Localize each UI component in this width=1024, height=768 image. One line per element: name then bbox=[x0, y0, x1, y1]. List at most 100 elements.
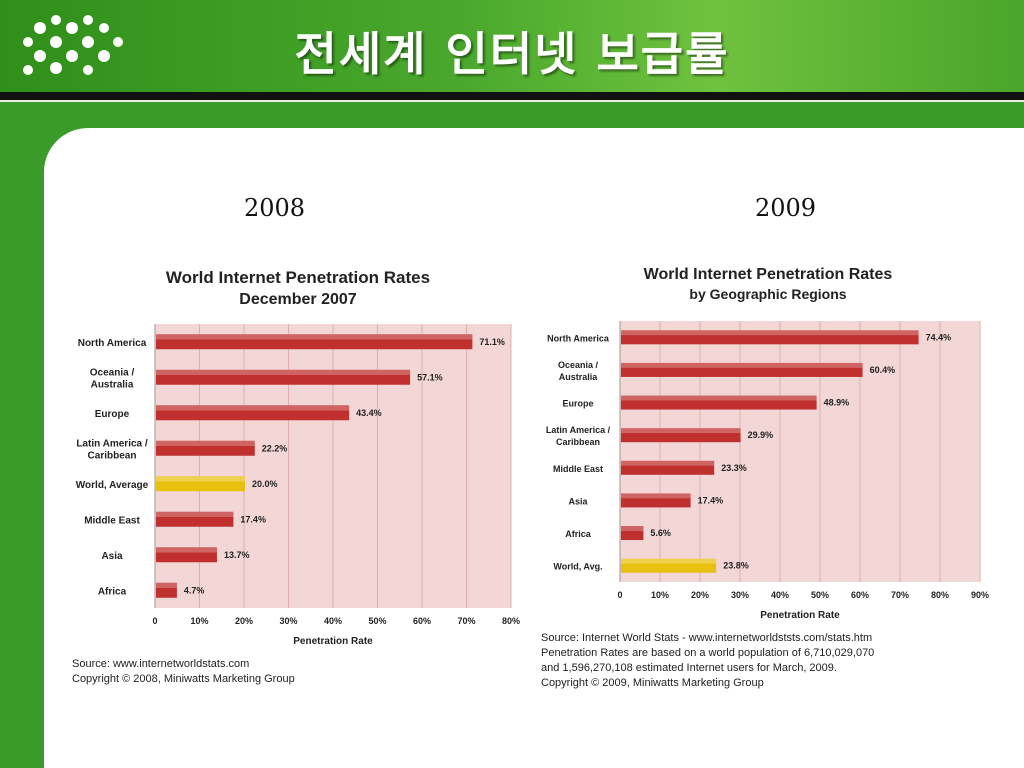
category-label-line: Europe bbox=[95, 409, 130, 420]
bar-sheen bbox=[156, 476, 245, 482]
data-label: 20.0% bbox=[252, 479, 278, 489]
chart-title: World Internet Penetration Rates bbox=[166, 268, 430, 287]
x-tick-label: 50% bbox=[368, 616, 386, 626]
bar bbox=[621, 493, 691, 508]
data-label: 43.4% bbox=[356, 408, 382, 418]
bar bbox=[621, 362, 863, 377]
bar bbox=[621, 330, 919, 345]
bar-sheen bbox=[156, 511, 234, 517]
bar-sheen bbox=[156, 440, 255, 446]
category-label-line: Oceania / bbox=[90, 367, 135, 378]
bar-highlight bbox=[621, 558, 717, 573]
x-tick-label: 0 bbox=[152, 616, 157, 626]
bar-sheen bbox=[156, 582, 177, 588]
category-label-line: Middle East bbox=[84, 515, 140, 526]
x-axis-label: Penetration Rate bbox=[293, 636, 373, 647]
bar-sheen bbox=[156, 369, 411, 375]
category-label-line: Australia bbox=[91, 379, 134, 390]
x-tick-label: 40% bbox=[324, 616, 342, 626]
category-label: Europe bbox=[95, 409, 130, 420]
bar-sheen bbox=[621, 526, 644, 531]
bar-sheen bbox=[156, 405, 350, 411]
bar bbox=[156, 440, 255, 456]
category-label: Latin America / Caribbean bbox=[76, 438, 148, 461]
population-note-line: Penetration Rates are based on a world p… bbox=[541, 647, 875, 659]
x-tick-label: 50% bbox=[811, 590, 829, 600]
source-line: Source: www.internetworldstats.com bbox=[72, 658, 250, 670]
data-label: 4.7% bbox=[184, 585, 205, 595]
bar-highlight bbox=[156, 476, 245, 492]
x-tick-label: 30% bbox=[279, 616, 297, 626]
x-tick-label: 40% bbox=[771, 590, 789, 600]
plot-area bbox=[620, 321, 980, 582]
category-label-line: North America bbox=[78, 338, 147, 349]
bar-sheen bbox=[621, 362, 863, 368]
category-label-line: Asia bbox=[101, 551, 123, 562]
data-label: 60.4% bbox=[870, 365, 896, 375]
category-label-line: Africa bbox=[565, 529, 592, 539]
category-label: World, Average bbox=[76, 480, 149, 491]
category-label-line: Caribbean bbox=[88, 450, 137, 461]
category-label: World, Avg. bbox=[553, 562, 602, 572]
category-label: Europe bbox=[562, 399, 593, 409]
x-axis-label: Penetration Rate bbox=[760, 610, 840, 621]
copyright-line: Copyright © 2009, Miniwatts Marketing Gr… bbox=[541, 677, 764, 689]
bar-sheen bbox=[156, 547, 217, 553]
category-label-line: Middle East bbox=[553, 464, 603, 474]
chart-subtitle: by Geographic Regions bbox=[689, 286, 846, 302]
category-label-line: Latin America / bbox=[546, 425, 611, 435]
category-label-line: Africa bbox=[98, 586, 127, 597]
bar bbox=[156, 547, 217, 563]
source-note-2009: Source: Internet World Stats - www.inter… bbox=[541, 631, 874, 691]
data-label: 23.8% bbox=[723, 561, 749, 571]
category-label: Oceania / Australia bbox=[90, 367, 135, 390]
header-divider bbox=[0, 92, 1024, 100]
category-label: North America bbox=[547, 333, 610, 343]
chart-subtitle: December 2007 bbox=[239, 291, 357, 308]
bar bbox=[156, 405, 350, 421]
category-label-line: Europe bbox=[562, 399, 593, 409]
bar-sheen bbox=[621, 558, 717, 564]
year-label-left: 2008 bbox=[244, 194, 306, 222]
category-label: Africa bbox=[98, 586, 127, 597]
data-label: 48.9% bbox=[824, 398, 850, 408]
category-label-line: Caribbean bbox=[556, 437, 600, 447]
category-label: Oceania / Australia bbox=[558, 360, 599, 382]
x-tick-label: 20% bbox=[235, 616, 253, 626]
logo-dots-icon bbox=[23, 15, 123, 75]
bar-sheen bbox=[621, 493, 691, 499]
category-label-line: Australia bbox=[559, 372, 599, 382]
x-tick-label: 20% bbox=[691, 590, 709, 600]
data-label: 57.1% bbox=[417, 372, 443, 382]
x-tick-label: 10% bbox=[190, 616, 208, 626]
data-label: 5.6% bbox=[650, 528, 671, 538]
x-tick-label: 60% bbox=[851, 590, 869, 600]
bar bbox=[156, 369, 411, 385]
data-label: 17.4% bbox=[240, 514, 266, 524]
data-label: 17.4% bbox=[698, 495, 724, 505]
category-label-line: World, Average bbox=[76, 480, 149, 491]
category-label: Middle East bbox=[84, 515, 140, 526]
source-note-2008: Source: www.internetworldstats.com Copyr… bbox=[72, 657, 295, 687]
bar-sheen bbox=[621, 395, 817, 401]
year-label-right: 2009 bbox=[755, 194, 817, 222]
chart-2008: World Internet Penetration Rates December… bbox=[76, 268, 520, 647]
bar-sheen bbox=[621, 428, 741, 434]
page-title: 전세계 인터넷 보급률 bbox=[294, 27, 730, 81]
header-divider-highlight bbox=[0, 100, 1024, 102]
x-tick-label: 30% bbox=[731, 590, 749, 600]
bar bbox=[156, 334, 473, 350]
copyright-line: Copyright © 2008, Miniwatts Marketing Gr… bbox=[72, 673, 295, 685]
bar-sheen bbox=[621, 460, 715, 466]
data-label: 13.7% bbox=[224, 550, 250, 560]
data-label: 71.1% bbox=[479, 337, 505, 347]
category-label: North America bbox=[78, 338, 147, 349]
slide-header bbox=[0, 0, 1024, 92]
x-tick-label: 60% bbox=[413, 616, 431, 626]
category-label: Latin America / Caribbean bbox=[546, 425, 611, 447]
category-label: Asia bbox=[101, 551, 123, 562]
x-tick-label: 0 bbox=[617, 590, 622, 600]
chart-2009: World Internet Penetration Rates by Geogr… bbox=[546, 266, 989, 621]
data-label: 29.9% bbox=[748, 430, 774, 440]
category-label: Asia bbox=[568, 496, 588, 506]
